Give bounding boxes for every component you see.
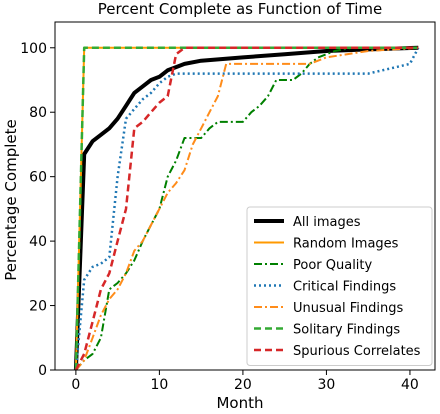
series-line-5	[74, 46, 419, 371]
legend-box	[246, 206, 433, 366]
legend-label-5: Solitary Findings	[293, 323, 400, 338]
x-axis-label: Month	[216, 394, 263, 412]
legend-label-6: Spurious Correlates	[293, 344, 421, 359]
legend-label-3: Critical Findings	[293, 280, 396, 295]
y-axis-label: Percentage Complete	[2, 119, 20, 280]
series-line-4	[75, 46, 419, 371]
legend-label-4: Unusual Findings	[293, 301, 403, 316]
legend-label-0: All images	[293, 215, 361, 230]
legend: All images Random Images Poor Quality Criti…	[246, 206, 433, 366]
plot-area: 0 10 20 30 40 0 20 40 60 80 100	[20, 21, 436, 393]
y-tick-label: 60	[29, 170, 47, 186]
legend-label-2: Poor Quality	[293, 258, 373, 273]
y-tick-label: 100	[20, 41, 47, 57]
y-tick-label: 20	[29, 299, 47, 315]
y-tick-label: 0	[38, 363, 47, 379]
series-line-0	[73, 45, 419, 371]
x-tick-label: 0	[71, 377, 80, 393]
legend-label-1: Random Images	[293, 237, 399, 252]
plot-frame	[54, 21, 436, 371]
x-tick-label: 30	[318, 377, 336, 393]
series-line-3	[74, 47, 420, 371]
series-line-6	[74, 46, 419, 371]
x-tick-label: 40	[401, 377, 419, 393]
y-tick-label: 80	[29, 105, 47, 121]
x-tick-label: 20	[234, 377, 252, 393]
x-tick-label: 10	[150, 377, 168, 393]
series-line-2	[75, 46, 419, 371]
chart-title: Percent Complete as Function of Time	[98, 0, 383, 18]
y-tick-label: 40	[29, 234, 47, 250]
